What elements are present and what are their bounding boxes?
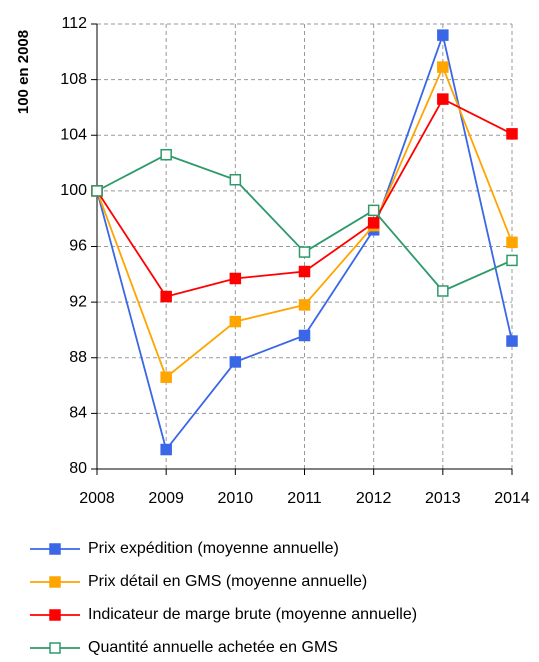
data-point xyxy=(91,185,103,197)
data-point xyxy=(298,329,311,342)
data-point xyxy=(506,335,518,347)
y-tick-label: 112 xyxy=(61,15,87,32)
data-point xyxy=(298,246,311,258)
x-tick-label: 2013 xyxy=(425,490,461,507)
x-tick-label: 2009 xyxy=(148,490,184,507)
legend-marker xyxy=(49,576,61,588)
legend-label: Quantité annuelle achetée en GMS xyxy=(88,639,338,656)
y-tick-label: 84 xyxy=(69,405,87,422)
data-point xyxy=(229,315,242,328)
data-point xyxy=(160,148,172,161)
y-tick-label: 104 xyxy=(60,126,87,143)
data-point xyxy=(506,236,518,249)
data-point xyxy=(160,371,172,383)
y-tick-label: 100 xyxy=(60,182,87,199)
data-point xyxy=(298,265,311,278)
data-point xyxy=(367,204,380,217)
y-tick-label: 80 xyxy=(69,460,87,477)
legend-label: Prix détail en GMS (moyenne annuelle) xyxy=(88,573,367,590)
data-point xyxy=(229,356,242,368)
data-point xyxy=(506,254,518,267)
data-point xyxy=(160,443,172,456)
data-point xyxy=(437,93,449,105)
x-tick-label: 2008 xyxy=(79,490,115,507)
legend-marker xyxy=(49,543,61,555)
legend-marker xyxy=(49,609,61,621)
x-tick-label: 2012 xyxy=(356,490,392,507)
y-tick-label: 108 xyxy=(60,71,87,88)
y-tick-label: 96 xyxy=(69,238,87,255)
x-tick-label: 2014 xyxy=(494,490,530,507)
legend-label: Indicateur de marge brute (moyenne annue… xyxy=(88,606,417,623)
data-point xyxy=(437,61,449,73)
legend-marker xyxy=(49,642,61,654)
data-point xyxy=(298,299,311,311)
x-tick-label: 2010 xyxy=(218,490,254,507)
x-tick-label: 2011 xyxy=(287,490,322,507)
data-point xyxy=(437,285,449,297)
y-tick-label: 88 xyxy=(69,349,87,366)
data-point xyxy=(229,272,242,285)
data-point xyxy=(367,217,380,229)
data-point xyxy=(506,128,518,140)
legend-label: Prix expédition (moyenne annuelle) xyxy=(88,540,339,557)
data-point xyxy=(229,174,242,186)
data-point xyxy=(437,29,449,41)
data-point xyxy=(160,290,172,303)
y-axis-label: 100 en 2008 xyxy=(15,30,32,114)
y-tick-label: 92 xyxy=(69,293,87,310)
